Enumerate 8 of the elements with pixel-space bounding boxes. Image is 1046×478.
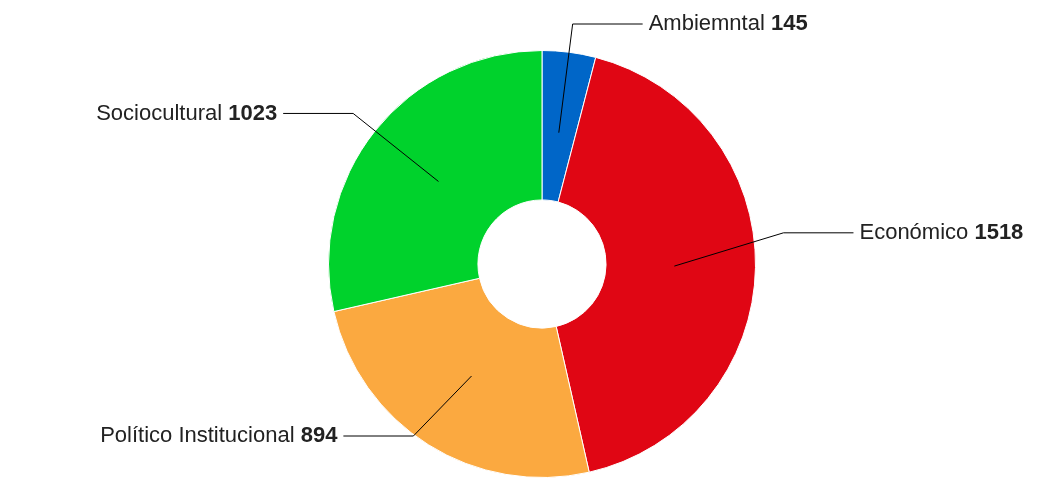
slice-label: Económico bbox=[859, 218, 975, 244]
slice-label: Político Institucional bbox=[100, 422, 301, 448]
data-label: 894 bbox=[300, 422, 339, 448]
data-label: 1023 bbox=[228, 99, 278, 125]
data-label: 145 bbox=[770, 10, 808, 36]
data-label: 1518 bbox=[974, 218, 1024, 244]
slice-label: Sociocultural bbox=[96, 99, 229, 125]
slice-label: Ambiemntal bbox=[648, 10, 771, 36]
